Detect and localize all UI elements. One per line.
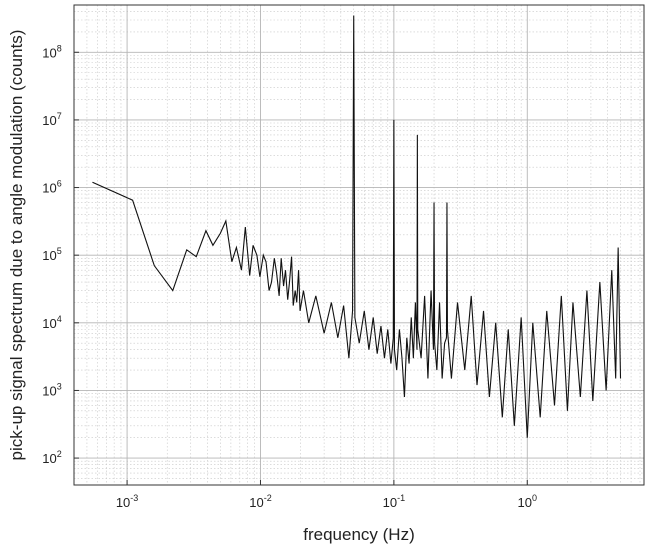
y-tick-label: 104 — [42, 314, 61, 331]
y-tick-label: 107 — [42, 111, 61, 128]
x-tick-label: 10-1 — [383, 493, 405, 510]
y-tick-label: 105 — [42, 246, 61, 263]
plot-frame — [73, 4, 645, 486]
x-axis-ticks: 10-3 10-2 10-1 100 — [116, 480, 537, 510]
series-layer — [92, 15, 622, 438]
x-tick-label: 100 — [518, 493, 537, 510]
x-tick-label: 10-3 — [116, 493, 138, 510]
y-tick-label: 103 — [42, 381, 61, 398]
y-tick-label: 106 — [42, 179, 61, 196]
y-axis-ticks: 102 103 104 105 106 107 108 — [42, 43, 79, 466]
y-tick-label: 108 — [42, 43, 61, 60]
spectrum-line — [92, 15, 622, 438]
x-axis-title: frequency (Hz) — [303, 525, 414, 544]
major-grid — [74, 5, 644, 485]
x-tick-label: 10-2 — [249, 493, 271, 510]
plot-background — [74, 5, 644, 485]
y-axis-title: pick-up signal spectrum due to angle mod… — [7, 30, 26, 461]
y-tick-label: 102 — [42, 449, 61, 466]
